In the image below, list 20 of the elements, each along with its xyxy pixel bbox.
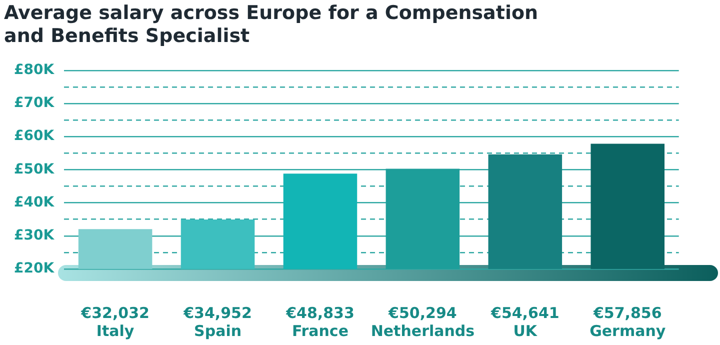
chart-title: Average salary across Europe for a Compensation and Benefits Specialist <box>4 2 540 48</box>
y-tick-label: £20K <box>14 260 56 277</box>
data-label: €54,641 <box>490 304 560 322</box>
x-tick-label: Spain <box>194 322 242 340</box>
data-label: €34,952 <box>182 304 252 322</box>
y-tick-label: £70K <box>14 95 56 112</box>
x-tick-label: Italy <box>96 322 134 340</box>
x-tick-label: UK <box>513 322 538 340</box>
x-tick-label: Netherlands <box>370 322 475 340</box>
y-tick-label: £40K <box>14 194 56 210</box>
y-tick-label: £30K <box>14 228 56 244</box>
data-label: €50,294 <box>388 304 457 322</box>
y-tick-label: £50K <box>14 161 56 178</box>
y-tick-label: £60K <box>14 128 56 144</box>
data-label: €57,856 <box>592 304 662 322</box>
data-label: €32,032 <box>80 304 150 322</box>
x-tick-label: France <box>292 322 349 340</box>
y-tick-label: £80K <box>14 62 56 78</box>
x-tick-label: Germany <box>590 322 666 340</box>
data-label: €48,833 <box>285 304 354 322</box>
